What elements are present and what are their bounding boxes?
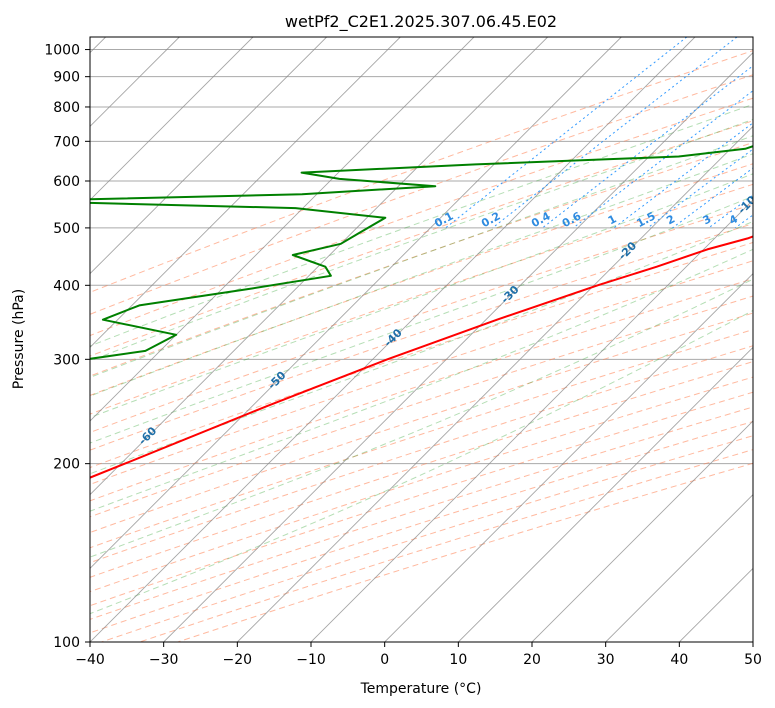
x-tick-label: 50 — [744, 652, 762, 668]
moist-adiabat-line — [90, 278, 753, 558]
isotherm-line — [384, 273, 753, 642]
temperature-profile — [90, 235, 753, 479]
moist-adiabat-line — [90, 118, 753, 362]
moist-adiabat-line — [90, 195, 753, 444]
x-axis-title: Temperature (°C) — [360, 681, 482, 697]
x-tick-label: 30 — [597, 652, 615, 668]
isotherm-line — [163, 52, 753, 642]
y-tick-label: 100 — [53, 635, 80, 651]
y-tick-label: 800 — [53, 100, 80, 116]
isotherm-line — [90, 37, 696, 642]
dry-adiabat-line — [90, 278, 753, 502]
dry-adiabat-line — [90, 97, 753, 337]
dry-adiabat-line — [90, 183, 753, 415]
dry-adiabat-line — [90, 74, 753, 315]
dry-adiabat-line — [90, 312, 753, 534]
moist-adiabat-line — [90, 173, 753, 419]
dry-adiabat-line — [90, 50, 753, 293]
y-tick-label: 200 — [53, 457, 80, 473]
dry-adiabat-line — [90, 361, 753, 578]
y-tick-label: 900 — [53, 70, 80, 86]
isotherm-line — [90, 37, 401, 348]
isotherm-line — [90, 37, 622, 569]
x-tick-label: −10 — [296, 652, 326, 668]
dry-adiabat-line — [90, 163, 753, 396]
y-tick-label: 300 — [53, 352, 80, 368]
moist-adiabats — [90, 103, 753, 615]
x-tick-label: −30 — [149, 652, 179, 668]
isotherm-line — [237, 125, 753, 642]
x-tick-label: 0 — [380, 652, 389, 668]
plot-frame — [89, 36, 754, 643]
isotherm-line — [458, 346, 753, 642]
y-tick-label: 400 — [53, 278, 80, 294]
dry-adiabat-line — [90, 142, 753, 377]
mixing-ratio-line — [445, 37, 688, 229]
y-axis-title: Pressure (hPa) — [11, 289, 27, 389]
pressure-gridlines — [90, 49, 753, 642]
dry-adiabat-line — [90, 223, 753, 451]
isotherms — [90, 37, 753, 642]
isotherm-line — [310, 199, 753, 642]
dry-adiabat-line — [90, 391, 753, 607]
x-tick-label: −40 — [75, 652, 105, 668]
moist-adiabat-line — [90, 153, 753, 397]
mixing-ratio-lines — [445, 37, 753, 229]
y-tick-label: 600 — [53, 174, 80, 190]
isotherm-line — [90, 37, 327, 275]
axes: −40 −30 −20 −10 0 10 20 30 40 50 100 200 300 400 500 60… — [44, 43, 762, 668]
chart-title: wetPf2_C2E1.2025.307.06.45.E02 — [285, 12, 557, 32]
sounding-profiles — [90, 145, 753, 479]
y-tick-label: 500 — [53, 221, 80, 237]
x-tick-label: −20 — [223, 652, 253, 668]
isotherm-line — [90, 37, 548, 496]
y-tick-label: 1000 — [44, 43, 80, 59]
isotherm-line — [531, 420, 753, 642]
x-tick-label: 20 — [523, 652, 541, 668]
isotherm-line — [605, 494, 753, 642]
mixing-ratio-line — [492, 37, 738, 229]
isotherm-line — [90, 37, 475, 422]
y-tick-label: 700 — [53, 134, 80, 150]
isotherm-line — [90, 37, 254, 201]
dewpoint-profile — [90, 145, 753, 360]
mixing-ratio-line — [613, 122, 753, 229]
x-tick-label: 10 — [449, 652, 467, 668]
x-tick-label: 40 — [670, 652, 688, 668]
dry-adiabat-line — [90, 329, 753, 549]
